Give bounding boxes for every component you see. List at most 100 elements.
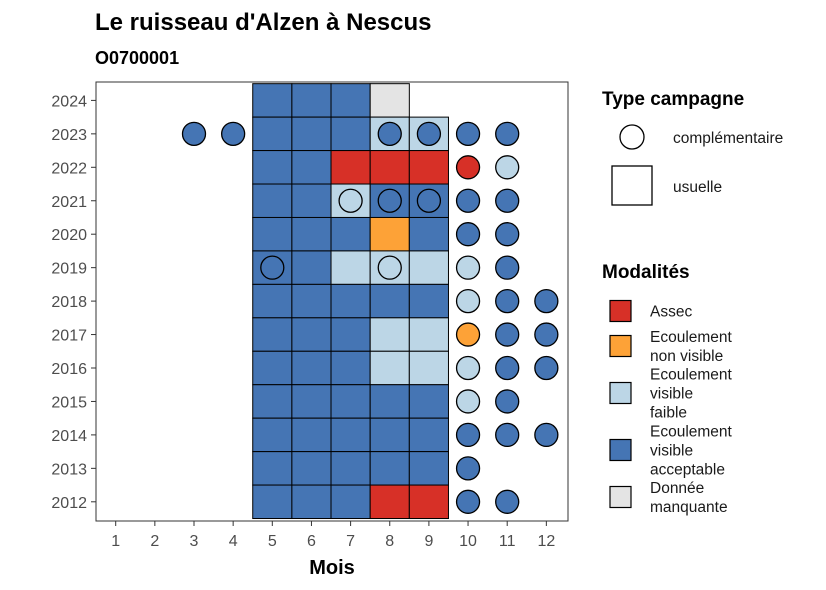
legend-campaign-title: Type campagne xyxy=(602,89,744,110)
point-2012-10 xyxy=(455,489,481,514)
tile-2015-6 xyxy=(291,384,332,419)
tile-2012-9 xyxy=(408,484,449,520)
x-tick-label: 7 xyxy=(346,533,355,550)
tile-2021-6 xyxy=(291,183,332,218)
x-tick-label: 3 xyxy=(190,533,199,550)
legend-square-key xyxy=(611,165,653,206)
y-tick-label: 2013 xyxy=(51,461,87,478)
tile-2014-6 xyxy=(291,417,332,453)
x-axis-label: Mois xyxy=(309,557,355,579)
tile-2016-7 xyxy=(330,350,371,386)
point-2018-11 xyxy=(495,288,520,314)
point-2016-12 xyxy=(534,355,559,381)
tile-2024-5 xyxy=(252,83,293,118)
point-2016-10 xyxy=(455,355,481,381)
tile-2014-7 xyxy=(330,417,371,453)
y-tick-label: 2014 xyxy=(51,428,87,445)
point-2019-8 xyxy=(377,255,402,280)
legend-circle-key xyxy=(619,124,645,150)
tile-2022-7 xyxy=(330,150,371,185)
tile-2020-8 xyxy=(369,216,410,252)
y-tick-label: 2018 xyxy=(51,294,87,311)
point-2018-12 xyxy=(534,288,559,314)
tile-2022-9 xyxy=(408,150,449,185)
tile-2015-9 xyxy=(408,384,449,419)
tile-2018-9 xyxy=(408,283,449,319)
y-tick-label: 2024 xyxy=(51,93,87,110)
tile-2021-5 xyxy=(252,183,293,218)
tile-2022-8 xyxy=(369,150,410,185)
tile-2020-5 xyxy=(252,216,293,252)
tile-2017-8 xyxy=(369,317,410,352)
tile-2013-7 xyxy=(330,451,371,486)
x-axis: 1 2 3 4 5 6 7 8 9 10 11 12 xyxy=(111,521,555,550)
point-2020-11 xyxy=(495,222,520,247)
point-2022-11 xyxy=(495,155,520,180)
tile-2020-6 xyxy=(291,216,332,252)
tile-2014-9 xyxy=(408,417,449,453)
tile-2016-9 xyxy=(408,350,449,386)
point-2014-10 xyxy=(455,422,481,448)
tile-2023-7 xyxy=(330,116,371,152)
tile-2023-6 xyxy=(291,116,332,152)
legend-label-manquante: Donnée manquante xyxy=(650,480,728,516)
tile-2019-6 xyxy=(291,250,332,285)
legend-campaign-label: complémentaire xyxy=(673,130,783,147)
x-tick-label: 4 xyxy=(229,533,238,550)
point-2019-10 xyxy=(455,255,481,280)
tile-2018-8 xyxy=(369,283,410,319)
tile-2018-7 xyxy=(330,283,371,319)
point-2018-10 xyxy=(455,288,481,314)
tile-2017-9 xyxy=(408,317,449,352)
point-2019-5 xyxy=(260,255,285,280)
point-2023-11 xyxy=(495,121,520,147)
y-tick-label: 2023 xyxy=(51,127,87,144)
point-2013-10 xyxy=(455,456,481,481)
tile-2024-7 xyxy=(330,83,371,118)
y-tick-label: 2016 xyxy=(51,361,87,378)
tile-2016-8 xyxy=(369,350,410,386)
x-tick-label: 9 xyxy=(424,533,433,550)
x-tick-label: 6 xyxy=(307,533,316,550)
point-2017-11 xyxy=(495,322,520,347)
tile-2022-6 xyxy=(291,150,332,185)
point-2021-10 xyxy=(455,188,481,213)
legend-campaign-label: usuelle xyxy=(673,179,722,196)
point-2023-4 xyxy=(220,121,246,147)
tile-2013-6 xyxy=(291,451,332,486)
tile-2013-9 xyxy=(408,451,449,486)
tile-2020-9 xyxy=(408,216,449,252)
point-2014-11 xyxy=(495,422,520,448)
tile-2012-6 xyxy=(291,484,332,520)
tile-2015-5 xyxy=(252,384,293,419)
legend-label-nv: Ecoulement non visible xyxy=(650,329,733,365)
tile-2019-9 xyxy=(408,250,449,285)
point-2021-7 xyxy=(338,188,363,213)
tile-2013-5 xyxy=(252,451,293,486)
tile-2024-6 xyxy=(291,83,332,118)
point-2021-9 xyxy=(416,188,442,213)
x-tick-label: 8 xyxy=(385,533,394,550)
tile-2022-5 xyxy=(252,150,293,185)
points-layer xyxy=(181,121,559,514)
tiles-layer xyxy=(252,83,449,520)
point-2023-9 xyxy=(416,121,442,147)
legend-modalities-title: Modalités xyxy=(602,262,690,283)
tile-2012-5 xyxy=(252,484,293,520)
point-2012-11 xyxy=(495,489,520,514)
legend-key-manquante xyxy=(609,485,632,509)
tile-2014-8 xyxy=(369,417,410,453)
tile-2013-8 xyxy=(369,451,410,486)
point-2015-10 xyxy=(455,389,481,414)
y-tick-label: 2022 xyxy=(51,160,87,177)
tile-2015-7 xyxy=(330,384,371,419)
y-tick-label: 2015 xyxy=(51,394,87,411)
point-2014-12 xyxy=(534,422,559,448)
point-2015-11 xyxy=(495,389,520,414)
legend-label-faible: Ecoulement visible faible xyxy=(650,367,733,422)
tile-2017-5 xyxy=(252,317,293,352)
x-tick-label: 12 xyxy=(537,533,555,550)
tile-2015-8 xyxy=(369,384,410,419)
tile-2019-7 xyxy=(330,250,371,285)
